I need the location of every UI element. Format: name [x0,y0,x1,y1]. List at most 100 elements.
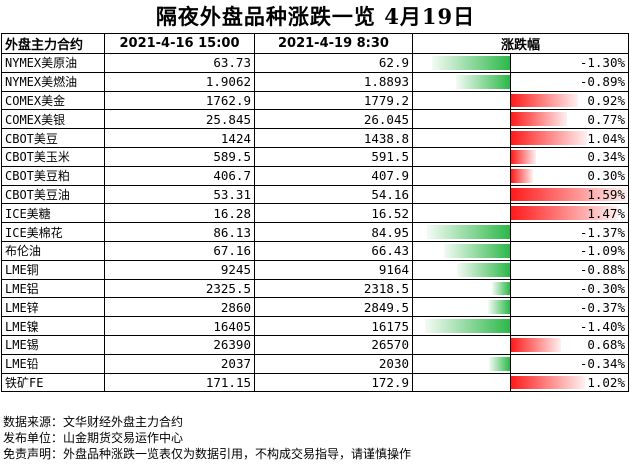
curr-price: 54.16 [254,184,413,205]
decline-bar [491,281,510,296]
table-row: NYMEX美原油 63.73 62.9 -1.30% [1,53,629,73]
table-row: LME镍 16405 16175 -1.40% [1,316,629,336]
positive-bar-cell: -0.88% [510,259,629,280]
negative-bar-cell [412,128,511,148]
positive-bar-cell: -0.37% [510,297,629,318]
positive-bar-cell: 1.47% [510,203,629,224]
decline-bar [444,243,510,258]
change-percent: 1.02% [587,374,625,390]
decline-bar [489,356,510,371]
footer-publisher: 发布单位：山金期货交易运作中心 [3,431,184,445]
table-row: CBOT美玉米 589.5 591.5 0.34% [1,146,629,167]
change-percent: -1.09% [579,243,625,259]
prev-price: 589.5 [104,146,255,167]
decline-bar [427,225,510,239]
footer-source: 数据来源：文华财经外盘主力合约 [3,415,184,429]
prev-price: 1762.9 [104,90,255,111]
decline-bar [456,262,510,277]
decline-bar [456,74,510,89]
table-row: NYMEX美燃油 1.9062 1.8893 -0.89% [1,71,629,92]
negative-bar-cell [412,278,511,299]
prev-price: 16.28 [104,203,255,224]
negative-bar-cell [412,259,511,280]
curr-price: 26570 [254,334,413,355]
prev-price: 86.13 [104,222,255,242]
curr-price: 84.95 [254,222,413,242]
rise-bar [511,187,627,202]
page-title: 隔夜外盘品种涨跌一览 4月19日 [155,4,476,29]
negative-bar-cell [412,53,511,73]
header-prev-time: 2021-4-16 15:00 [104,33,255,54]
table-row: ICE美棉花 86.13 84.95 -1.37% [1,222,629,242]
prev-price: 2325.5 [104,278,255,299]
curr-price: 1779.2 [254,90,413,111]
curr-price: 26.045 [254,109,413,130]
negative-bar-cell [412,222,511,242]
positive-bar-cell: 0.92% [510,90,629,111]
positive-bar-cell: -1.40% [510,316,629,336]
rise-bar [511,93,579,108]
change-percent: -0.89% [579,74,625,90]
prev-price: 26390 [104,334,255,355]
prev-price: 1424 [104,128,255,148]
prev-price: 53.31 [104,184,255,205]
positive-bar-cell: -0.30% [510,278,629,299]
contract-name: LME锡 [1,334,105,355]
positive-bar-cell: -1.09% [510,240,629,261]
change-percent: 0.30% [587,168,625,184]
header-row: 外盘主力合约 2021-4-16 15:00 2021-4-19 8:30 涨跌… [1,33,629,54]
curr-price: 1438.8 [254,128,413,148]
contract-name: CBOT美豆油 [1,184,105,205]
contract-name: ICE美糖 [1,203,105,224]
change-percent: 1.47% [587,205,625,221]
change-percent: -0.34% [579,356,625,372]
change-percent: -0.37% [579,299,625,315]
curr-price: 407.9 [254,165,413,186]
table-row: CBOT美豆 1424 1438.8 1.04% [1,128,629,148]
decline-bar [425,319,510,333]
contract-name: 布伦油 [1,240,105,261]
negative-bar-cell [412,109,511,130]
contract-name: LME铅 [1,353,105,374]
table-row: COMEX美银 25.845 26.045 0.77% [1,109,629,130]
contract-name: CBOT美玉米 [1,146,105,167]
table-row: 铁矿FE 171.15 172.9 1.02% [1,372,629,393]
contract-name: COMEX美银 [1,109,105,130]
positive-bar-cell: 0.77% [510,109,629,130]
footer-disclaimer: 免责声明：外盘品种涨跌一览表仅为数据引用，不构成交易指导，请谨慎操作 [3,447,412,461]
contract-name: LME铜 [1,259,105,280]
table-row: LME锌 2860 2849.5 -0.37% [1,297,629,318]
curr-price: 66.43 [254,240,413,261]
negative-bar-cell [412,184,511,205]
positive-bar-cell: -0.89% [510,71,629,92]
curr-price: 62.9 [254,53,413,73]
contract-name: NYMEX美原油 [1,53,105,73]
change-percent: 0.68% [587,337,625,353]
prev-price: 16405 [104,316,255,336]
positive-bar-cell: 1.59% [510,184,629,205]
table-row: LME铝 2325.5 2318.5 -0.30% [1,278,629,299]
header-contract: 外盘主力合约 [1,33,105,54]
commodity-table: 外盘主力合约 2021-4-16 15:00 2021-4-19 8:30 涨跌… [1,33,629,393]
positive-bar-cell: -1.37% [510,222,629,242]
change-percent: -0.30% [579,280,625,296]
positive-bar-cell: -1.30% [510,53,629,73]
negative-bar-cell [412,240,511,261]
prev-price: 67.16 [104,240,255,261]
change-percent: -1.40% [579,318,625,334]
negative-bar-cell [412,297,511,318]
rise-bar [511,149,536,164]
contract-name: CBOT美豆粕 [1,165,105,186]
contract-name: COMEX美金 [1,90,105,111]
curr-price: 1.8893 [254,71,413,92]
positive-bar-cell: 1.02% [510,372,629,393]
negative-bar-cell [412,146,511,167]
curr-price: 16.52 [254,203,413,224]
change-percent: 0.34% [587,149,625,165]
negative-bar-cell [412,334,511,355]
prev-price: 9245 [104,259,255,280]
negative-bar-cell [412,165,511,186]
rise-bar [511,375,586,390]
change-percent: 1.59% [587,186,625,202]
